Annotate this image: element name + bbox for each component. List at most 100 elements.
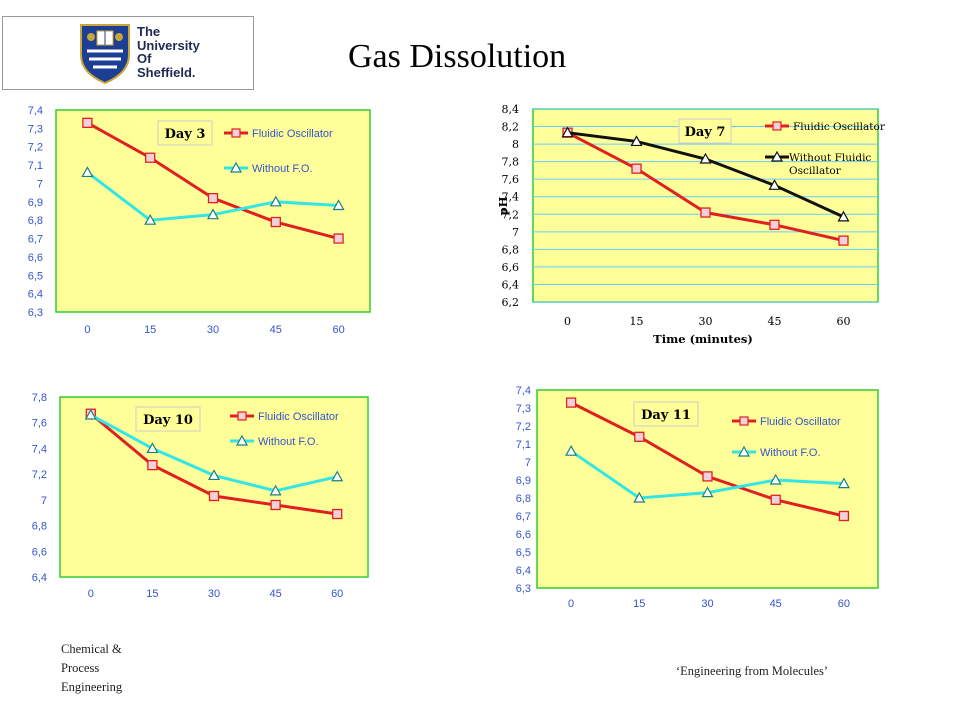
chart-1-y-tick: 7,2: [502, 208, 520, 221]
chart-3-y-tick: 6,4: [516, 565, 531, 577]
chart-2-x-tick: 15: [146, 588, 158, 600]
chart-1-series-0-point: [700, 207, 711, 218]
chart-2-series-1-point: [207, 469, 221, 481]
chart-3-series-1-point: [769, 473, 782, 485]
chart-3-series-0-point: [770, 494, 781, 505]
chart-0-x-tick: 0: [84, 324, 90, 336]
chart-0-y-tick: 6,9: [28, 197, 43, 209]
chart-3-series-0-point: [634, 431, 645, 442]
chart-0-x-tick: 30: [207, 324, 219, 336]
chart-3-legend-marker-1: [737, 445, 751, 457]
chart-3-series-0-point: [838, 510, 850, 522]
chart-3-y-tick: 6,3: [516, 583, 531, 595]
chart-2-y-tick: 6,6: [32, 546, 47, 558]
chart-2-series-1-point: [331, 470, 344, 482]
chart-3-x-tick: 45: [770, 598, 782, 610]
chart-0-legend-label-1: Without F.O.: [252, 163, 313, 175]
chart-3-series-0-point: [565, 397, 577, 408]
chart-1-day-label: Day 7: [685, 125, 726, 140]
chart-1-y-tick: 7,4: [502, 191, 520, 204]
chart-3-x-tick: 30: [701, 598, 713, 610]
chart-3-y-tick: 6,5: [516, 547, 531, 559]
chart-2-day-label-box: [135, 406, 201, 432]
chart-0-series-0-point: [270, 216, 281, 228]
chart-1-series-0-point: [838, 235, 849, 246]
chart-1-y-tick: 7,8: [502, 156, 520, 169]
footer-tagline: ‘Engineering from Molecules’: [676, 664, 829, 678]
chart-2-legend-label-1: Without F.O.: [258, 436, 319, 448]
chart-3-y-tick: 6,8: [516, 493, 531, 505]
chart-2-series-1-point: [146, 442, 159, 454]
chart-3-x-tick: 60: [838, 598, 850, 610]
chart-1-y-tick: 7: [512, 226, 519, 239]
footer-department: Chemical & Process Engineering: [61, 640, 122, 697]
chart-0-legend-label-0: Fluidic Oscillator: [252, 128, 333, 140]
logo-line-4: Sheffield.: [137, 64, 196, 80]
chart-2-series-0-point: [147, 459, 158, 471]
chart-1-series-0-point: [631, 163, 642, 174]
chart-0-y-tick: 7,4: [28, 105, 43, 117]
chart-2-legend-marker-1: [235, 434, 249, 446]
chart-3-legend-marker-0: [739, 416, 749, 426]
chart-1-x-tick: 15: [630, 315, 644, 328]
chart-0-series-0-point: [145, 152, 156, 163]
chart-3-x-tick: 15: [633, 598, 645, 610]
chart-3-day-label-box: [633, 401, 699, 427]
chart-1-y-tick: 8,2: [502, 121, 520, 134]
chart-2-series-0-point: [270, 499, 281, 511]
chart-2-series-1-point: [269, 484, 282, 496]
chart-3-series-1-point: [633, 491, 646, 503]
chart-0-series-1-point: [206, 208, 220, 220]
chart-2-legend-label-0: Fluidic Oscillator: [258, 411, 339, 423]
chart-1-series-1-point: [768, 179, 781, 190]
chart-1-x-axis-label: Time (minutes): [653, 332, 753, 346]
chart-2-y-tick: 7,6: [32, 418, 47, 430]
chart-2-x-tick: 30: [208, 588, 220, 600]
chart-1-y-tick: 8: [512, 138, 519, 151]
chart-0-series-0-point: [82, 117, 93, 129]
chart-3-y-tick: 7,2: [516, 421, 531, 433]
chart-0-legend-marker-0: [231, 128, 241, 138]
chart-1-y-tick: 6,4: [502, 278, 520, 291]
chart-1-y-tick: 6,8: [502, 243, 520, 256]
chart-1-y-tick: 6,2: [502, 296, 520, 309]
chart-0-y-tick: 7,2: [28, 142, 43, 154]
chart-1-y-axis-label: pH: [496, 196, 510, 215]
chart-1-x-tick: 30: [699, 315, 713, 328]
chart-0-x-tick: 15: [144, 324, 156, 336]
chart-2-y-tick: 6,8: [32, 521, 47, 533]
chart-0-day-label: Day 3: [165, 127, 206, 142]
chart-1-y-tick: 8,4: [502, 103, 520, 116]
chart-2-series-0-point: [332, 508, 343, 520]
chart-2-legend-marker-0: [237, 411, 247, 421]
chart-2-day-label: Day 10: [143, 413, 193, 428]
chart-0-y-tick: 7: [37, 178, 43, 190]
chart-3-series-1-point: [837, 477, 850, 489]
footer-line-2: Process: [61, 661, 100, 675]
chart-3-y-tick: 6,9: [516, 475, 531, 487]
chart-3-series-0-point: [702, 471, 713, 482]
chart-0-series-1-point: [269, 195, 282, 207]
logo-line-1: The: [137, 24, 161, 39]
chart-0-x-tick: 45: [270, 324, 282, 336]
footer-line-3: Engineering: [61, 680, 123, 694]
chart-2-x-tick: 0: [88, 588, 94, 600]
chart-2-series-0-point: [208, 490, 220, 502]
chart-1-series-1-point: [837, 210, 850, 222]
chart-1-y-tick: 6,6: [502, 261, 520, 274]
chart-2-x-tick: 45: [269, 588, 281, 600]
chart-2-series-1-point: [84, 408, 97, 420]
chart-1-series-1-point: [699, 152, 712, 164]
crest-icon: [80, 24, 130, 85]
chart-0-x-tick: 60: [332, 324, 344, 336]
chart-3-x-tick: 0: [568, 598, 574, 610]
chart-0-day-label-box: [157, 120, 213, 146]
chart-1-series-1-point: [630, 135, 643, 147]
chart-1-x-tick: 45: [768, 315, 782, 328]
chart-1-legend-marker-0: [772, 121, 782, 131]
chart-3-series-1-point: [565, 444, 578, 456]
chart-1-x-tick: 60: [837, 315, 851, 328]
chart-0-y-tick: 7,3: [28, 123, 43, 135]
chart-2-y-tick: 7,8: [32, 392, 47, 404]
